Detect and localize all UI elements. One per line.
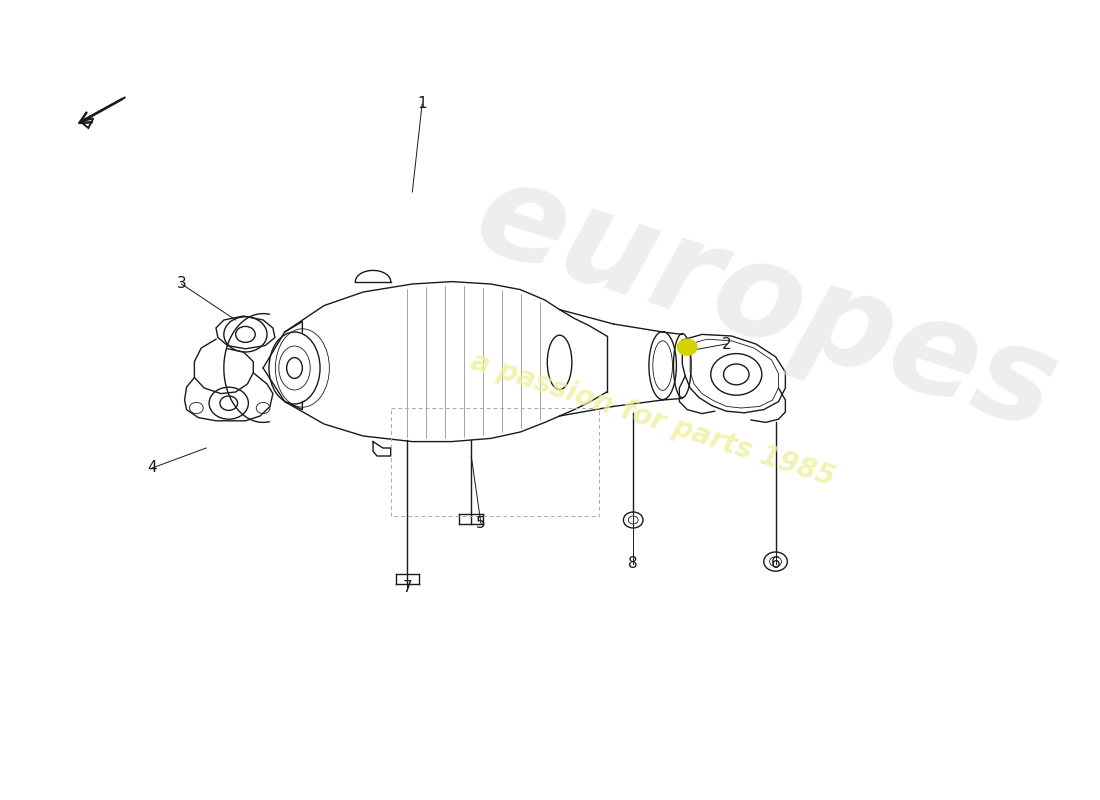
Text: europes: europes — [460, 150, 1071, 458]
Text: 7: 7 — [403, 581, 412, 595]
Text: 2: 2 — [722, 337, 732, 351]
Text: a passion for parts 1985: a passion for parts 1985 — [468, 348, 838, 492]
Text: 6: 6 — [771, 557, 780, 571]
Text: 1: 1 — [417, 97, 427, 111]
Text: 4: 4 — [147, 461, 157, 475]
Text: 8: 8 — [628, 557, 638, 571]
Text: 3: 3 — [177, 277, 187, 291]
Circle shape — [678, 339, 697, 355]
Text: 5: 5 — [476, 517, 486, 531]
